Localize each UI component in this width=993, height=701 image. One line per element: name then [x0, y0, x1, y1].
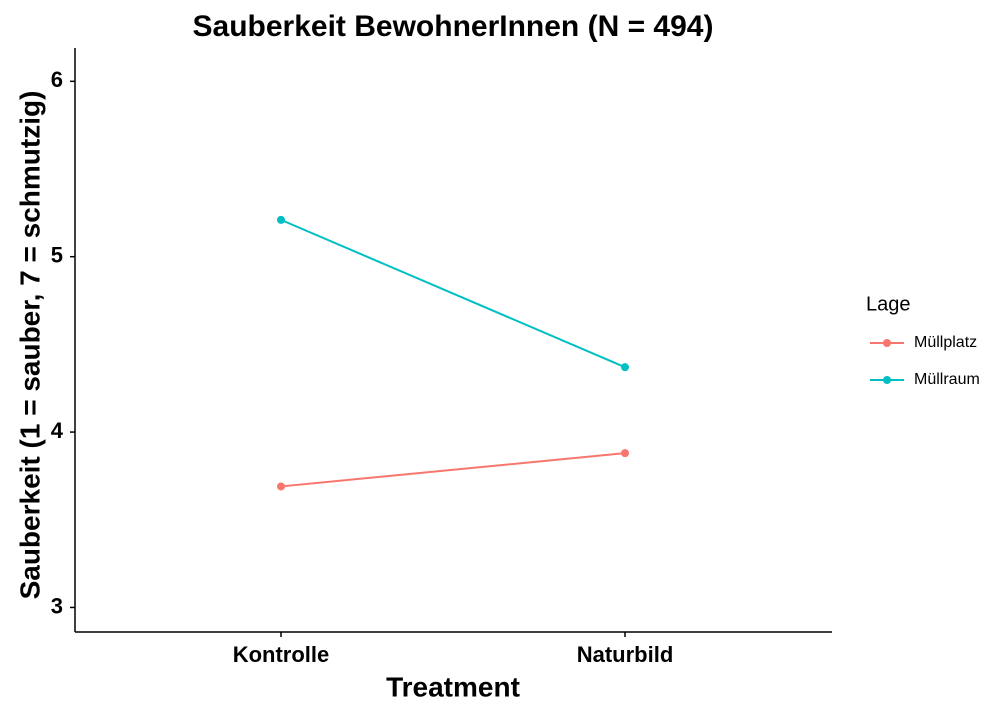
series-line	[280, 452, 626, 488]
legend-label: Müllplatz	[914, 334, 977, 351]
x-tick-label: Naturbild	[577, 642, 674, 667]
y-axis-title: Sauberkeit (1 = sauber, 7 = schmutzig)	[14, 91, 45, 600]
y-tick-label: 4	[51, 418, 64, 443]
legend-key-point	[883, 339, 891, 347]
x-tick-label: Kontrolle	[233, 642, 330, 667]
data-point	[621, 363, 629, 372]
legend-title: Lage	[866, 293, 911, 315]
data-point	[277, 215, 285, 224]
y-tick-label: 5	[51, 243, 63, 268]
chart-title: Sauberkeit BewohnerInnen (N = 494)	[193, 10, 714, 43]
data-point	[277, 482, 285, 491]
legend-label: Müllraum	[914, 371, 980, 388]
x-axis-title: Treatment	[386, 671, 520, 701]
legend-key-point	[883, 376, 891, 384]
y-tick-label: 6	[51, 67, 63, 92]
series-line	[280, 218, 626, 369]
y-tick-label: 3	[51, 593, 63, 618]
data-point	[621, 449, 629, 458]
